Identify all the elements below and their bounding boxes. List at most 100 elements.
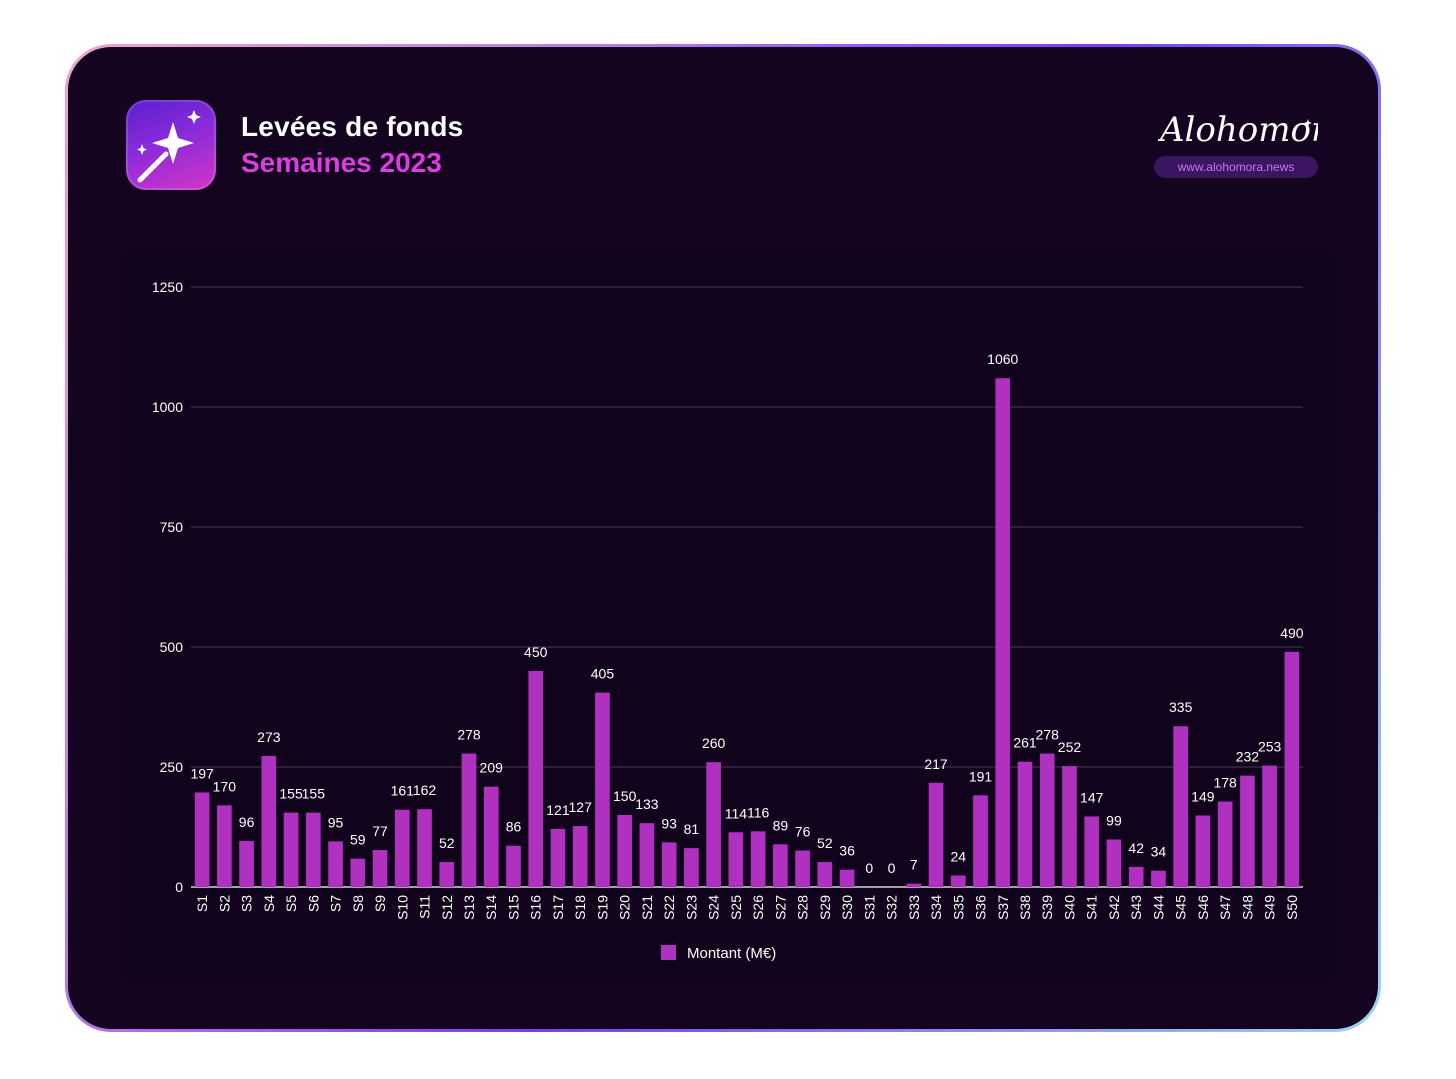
data-label: 161 (391, 783, 415, 799)
bar (483, 786, 499, 887)
legend-label: Montant (M€) (687, 945, 776, 962)
x-tick-label: S32 (884, 895, 900, 920)
bar (817, 862, 833, 887)
bar (973, 795, 988, 887)
bar (239, 840, 254, 887)
x-tick-label: S48 (1239, 895, 1255, 920)
x-tick-label: S37 (995, 895, 1011, 920)
bar (595, 692, 610, 887)
x-tick-label: S25 (728, 895, 744, 920)
x-tick-label: S39 (1039, 895, 1055, 920)
data-label: 116 (747, 804, 770, 820)
data-label: 96 (239, 814, 255, 830)
bar (706, 762, 721, 887)
bar (261, 755, 277, 887)
data-label: 191 (969, 768, 993, 784)
data-label: 273 (257, 729, 281, 745)
data-label: 252 (1058, 739, 1082, 755)
bar (328, 841, 343, 887)
x-tick-label: S40 (1061, 895, 1077, 920)
data-label: 147 (1080, 789, 1104, 805)
x-tick-label: S2 (216, 895, 232, 912)
data-label: 7 (910, 857, 918, 873)
data-label: 77 (372, 823, 388, 839)
bar (439, 862, 455, 887)
x-tick-label: S47 (1217, 895, 1233, 920)
bar (461, 753, 477, 887)
bar (750, 831, 766, 887)
data-label: 405 (591, 666, 615, 682)
bar (372, 850, 388, 887)
page-title: Levées de fonds (241, 111, 464, 142)
data-label: 155 (302, 786, 326, 802)
x-tick-label: S17 (550, 895, 566, 920)
bar (394, 809, 410, 887)
bar (795, 850, 810, 887)
bar (572, 826, 588, 887)
data-label: 490 (1280, 625, 1304, 641)
x-tick-label: S22 (661, 895, 677, 920)
x-tick-label: S23 (683, 895, 699, 920)
brand-url[interactable]: www.alohomora.news (1154, 156, 1318, 178)
y-tick-label: 0 (175, 879, 183, 895)
brand-logo[interactable]: Alohomora (1157, 105, 1348, 155)
x-tick-label: S7 (328, 895, 344, 912)
y-tick-label: 750 (160, 519, 184, 535)
x-tick-label: S3 (239, 895, 255, 912)
data-label: 99 (1106, 812, 1122, 828)
x-tick-label: S36 (973, 895, 989, 920)
bar-chart: 025050075010001250197S1170S296S3273S4155… (152, 279, 1304, 962)
x-tick-label: S33 (906, 895, 922, 920)
bar (1039, 753, 1055, 887)
data-label: 232 (1236, 749, 1260, 765)
magic-wand-sparkle-icon (126, 100, 216, 190)
x-tick-label: S5 (283, 895, 299, 912)
data-label: 260 (702, 735, 726, 751)
bar (661, 842, 677, 887)
x-tick-label: S43 (1128, 895, 1144, 920)
data-label: 178 (1213, 775, 1237, 791)
x-tick-label: S16 (528, 895, 544, 920)
data-label: 150 (613, 788, 637, 804)
data-label: 0 (865, 860, 873, 876)
data-label: 59 (350, 832, 366, 848)
bar (1151, 870, 1166, 887)
data-label: 34 (1151, 844, 1167, 860)
bar (1240, 775, 1255, 887)
page-subtitle: Semaines 2023 (241, 147, 442, 178)
x-tick-label: S26 (750, 895, 766, 920)
chart-area: 0 250 500 750 1000 1250 197 S1 170 S2 96 S3 273 S4 155… (123, 252, 1333, 982)
data-label: 81 (684, 821, 700, 837)
x-tick-label: S29 (817, 895, 833, 920)
bar (506, 845, 521, 887)
bar (839, 869, 855, 887)
bar (1262, 765, 1277, 887)
x-tick-label: S18 (572, 895, 588, 920)
x-tick-label: S20 (617, 895, 633, 920)
x-tick-label: S13 (461, 895, 477, 920)
x-tick-label: S11 (417, 895, 433, 919)
data-label: 162 (413, 782, 437, 798)
bar (928, 782, 944, 887)
bar (1128, 866, 1144, 887)
data-label: 76 (795, 824, 811, 840)
legend-swatch (661, 945, 676, 960)
x-tick-label: S27 (772, 895, 788, 920)
data-label: 121 (546, 802, 570, 818)
x-tick-label: S44 (1150, 895, 1166, 920)
x-tick-label: S42 (1106, 895, 1122, 920)
y-tick-label: 500 (160, 639, 184, 655)
bar (728, 832, 744, 887)
bar (639, 823, 655, 887)
card: Levées de fonds Semaines 2023 Alohomora … (68, 47, 1378, 1029)
data-label: 89 (773, 817, 789, 833)
data-label: 114 (725, 805, 748, 821)
y-tick-label: 1000 (152, 399, 183, 415)
bar (194, 792, 210, 887)
data-label: 335 (1169, 699, 1193, 715)
data-label: 1060 (987, 351, 1018, 367)
bar (1284, 651, 1300, 887)
data-label: 93 (661, 815, 677, 831)
x-tick-label: S4 (261, 895, 277, 912)
x-tick-label: S24 (706, 895, 722, 920)
